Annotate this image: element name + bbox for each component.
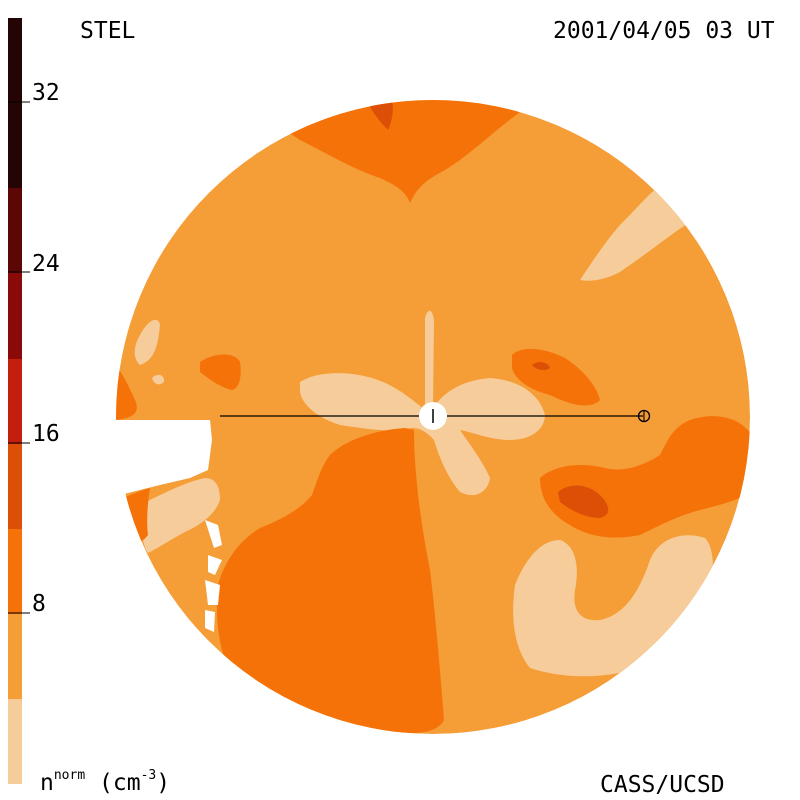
colorbar-band-2 — [8, 613, 22, 699]
colorbar-band-4 — [8, 443, 22, 529]
contour-left-light-2 — [152, 374, 165, 385]
contour-right-lower-dark — [558, 485, 609, 518]
units-exponent: -3 — [140, 768, 157, 784]
contour-lower-left-light — [140, 478, 220, 553]
contour-top-peak — [368, 101, 393, 130]
units-base: n — [40, 770, 54, 796]
contour-lower-left-medium — [216, 428, 444, 733]
colorbar — [8, 18, 30, 784]
contour-right-upper-dark — [532, 362, 550, 371]
notch-3 — [205, 580, 220, 605]
contour-upper-right-light — [580, 185, 690, 281]
colorbar-label-32: 32 — [32, 80, 60, 106]
units-close: ) — [156, 770, 171, 796]
units-suffix: (cm — [85, 770, 141, 796]
contour-left-light-1 — [134, 319, 160, 365]
colorbar-band-8 — [8, 18, 22, 188]
contour-right-upper-medium — [512, 348, 600, 406]
colorbar-band-1 — [8, 698, 22, 784]
contour-center-light — [300, 310, 545, 496]
colorbar-label-16: 16 — [32, 421, 60, 447]
sun-earth-line — [220, 402, 651, 430]
contour-top-lobe — [270, 100, 520, 203]
observatory-label: STEL — [80, 18, 136, 44]
units-label: nnorm (cm-3) — [40, 768, 171, 796]
contour-left-medium — [200, 354, 241, 390]
contour-left-edge-medium — [118, 488, 150, 545]
colorbar-label-24: 24 — [32, 251, 60, 277]
notch-4 — [205, 610, 215, 632]
notch-2 — [208, 555, 222, 575]
credit-label: CASS/UCSD — [600, 772, 725, 798]
colorbar-band-7 — [8, 187, 22, 273]
colorbar-band-6 — [8, 272, 22, 359]
timestamp-label: 2001/04/05 03 UT — [553, 18, 775, 44]
occulted-wedge — [110, 420, 212, 495]
contour-far-left-medium — [116, 365, 137, 420]
colorbar-band-3 — [8, 528, 22, 614]
units-superscript: norm — [53, 768, 86, 784]
notch-1 — [205, 520, 222, 548]
map-occlusion-notches — [110, 420, 222, 632]
colorbar-label-8: 8 — [32, 591, 46, 617]
colorbar-band-5 — [8, 358, 22, 444]
